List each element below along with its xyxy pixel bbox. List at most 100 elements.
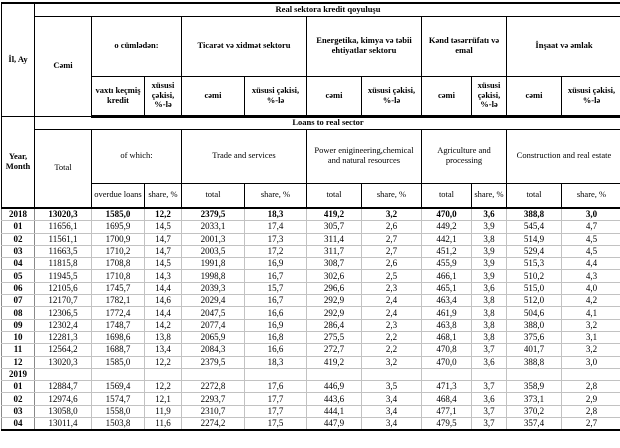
- subtotal-header-az: cəmi: [507, 76, 562, 116]
- data-cell: 370,2: [507, 405, 562, 417]
- data-cell: 12170,7: [35, 295, 92, 307]
- data-cell: 479,5: [422, 418, 472, 431]
- data-cell: 3,8: [472, 295, 507, 307]
- data-cell: 286,4: [307, 319, 362, 331]
- data-cell: 11656,1: [35, 221, 92, 233]
- en-header-group-row: Total of which: Trade and services Power…: [2, 129, 620, 183]
- data-cell: 275,5: [307, 331, 362, 343]
- data-cell: 3,2: [362, 208, 422, 221]
- data-cell: 477,1: [422, 405, 472, 417]
- data-cell: 373,1: [507, 393, 562, 405]
- data-cell: 2039,3: [182, 282, 245, 294]
- data-cell: 16,7: [245, 295, 307, 307]
- subtotal-header-en: total: [307, 183, 362, 208]
- data-cell: 3,9: [472, 245, 507, 257]
- data-cell: 3,6: [472, 393, 507, 405]
- data-cell: 401,7: [507, 344, 562, 356]
- data-cell: 3,4: [362, 418, 422, 431]
- share-header-en: share, %: [145, 183, 182, 208]
- data-cell: 466,1: [422, 270, 472, 282]
- data-cell: 1503,8: [92, 418, 145, 431]
- data-cell: 3,7: [472, 418, 507, 431]
- total-header-en: Total: [35, 129, 92, 208]
- data-cell: 14,5: [145, 221, 182, 233]
- data-cell: 14,6: [145, 295, 182, 307]
- data-cell: 470,8: [422, 344, 472, 356]
- data-cell: 3,7: [472, 405, 507, 417]
- data-cell: 4,0: [562, 282, 620, 294]
- data-cell: 3,4: [362, 393, 422, 405]
- data-cell: 14,4: [145, 282, 182, 294]
- subtotal-header-az: cəmi: [307, 76, 362, 116]
- data-cell: 2,7: [362, 233, 422, 245]
- data-cell: 2,6: [362, 258, 422, 270]
- en-header-title-row: Year, Month Loans to real sector: [2, 116, 620, 129]
- group-construction-az: İnşaat və əmlak: [507, 16, 620, 76]
- data-cell: 1991,8: [182, 258, 245, 270]
- data-cell: 463,4: [422, 295, 472, 307]
- data-cell: 3,9: [472, 221, 507, 233]
- data-cell: 4,5: [562, 245, 620, 257]
- share-header-az: xüsusi çəkisi, %-lə: [362, 76, 422, 116]
- row-label: 2019: [2, 368, 35, 380]
- data-cell: 18,3: [245, 356, 307, 368]
- data-cell: 2029,4: [182, 295, 245, 307]
- data-cell: 12105,6: [35, 282, 92, 294]
- data-cell: 1748,7: [92, 319, 145, 331]
- group-agriculture-en: Agriculture and processing: [422, 129, 507, 183]
- data-cell: 2001,3: [182, 233, 245, 245]
- data-cell: 3,5: [362, 381, 422, 393]
- data-cell: 504,6: [507, 307, 562, 319]
- row-label: 01: [2, 221, 35, 233]
- year-month-header-en: Year, Month: [2, 116, 35, 208]
- overdue-header-en: overdue loans: [92, 183, 145, 208]
- data-cell: 2077,4: [182, 319, 245, 331]
- data-cell: 515,0: [507, 282, 562, 294]
- data-cell: 4,3: [562, 270, 620, 282]
- data-cell: 1708,8: [92, 258, 145, 270]
- data-cell: 14,2: [145, 319, 182, 331]
- share-header-en: share, %: [472, 183, 507, 208]
- data-cell: 1782,1: [92, 295, 145, 307]
- table-header: İl, Ay Real sektora kredit qoyuluşu Cəmi…: [2, 3, 620, 208]
- data-cell: 12564,2: [35, 344, 92, 356]
- share-header-az: xüsusi çəkisi, %-lə: [562, 76, 620, 116]
- data-cell: 13020,3: [35, 208, 92, 221]
- data-cell: 11561,1: [35, 233, 92, 245]
- data-cell: 2,2: [362, 331, 422, 343]
- data-cell: 17,7: [245, 393, 307, 405]
- data-cell: 470,0: [422, 356, 472, 368]
- share-header-en: share, %: [362, 183, 422, 208]
- data-cell: 11815,8: [35, 258, 92, 270]
- data-cell: 17,7: [245, 405, 307, 417]
- data-cell: 443,6: [307, 393, 362, 405]
- data-cell: 3,7: [472, 344, 507, 356]
- data-cell: 471,3: [422, 381, 472, 393]
- data-cell: 4,5: [562, 233, 620, 245]
- data-cell: 13058,0: [35, 405, 92, 417]
- data-cell: [562, 368, 620, 380]
- total-header-az: Cəmi: [35, 16, 92, 116]
- row-label: 02: [2, 233, 35, 245]
- data-cell: 419,2: [307, 356, 362, 368]
- data-cell: 2,8: [562, 405, 620, 417]
- data-cell: 442,1: [422, 233, 472, 245]
- data-cell: 13011,4: [35, 418, 92, 431]
- data-cell: 2065,9: [182, 331, 245, 343]
- data-cell: 468,4: [422, 393, 472, 405]
- data-cell: 3,4: [362, 405, 422, 417]
- data-cell: 14,4: [145, 307, 182, 319]
- data-cell: 451,2: [422, 245, 472, 257]
- data-cell: 12,2: [145, 356, 182, 368]
- data-cell: 2,8: [562, 381, 620, 393]
- data-cell: 2,2: [362, 344, 422, 356]
